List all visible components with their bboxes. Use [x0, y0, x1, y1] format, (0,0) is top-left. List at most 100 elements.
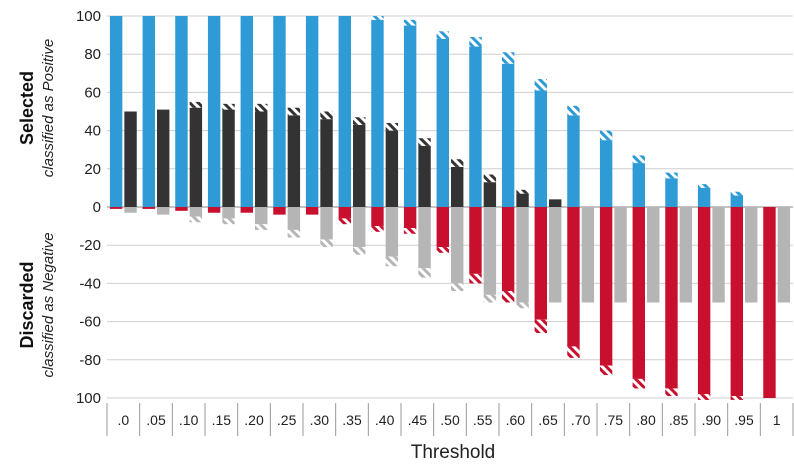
bar-discarded-red — [534, 207, 547, 320]
bar-selected-dark — [451, 166, 464, 207]
x-tick-label: .60 — [506, 412, 526, 428]
bar-discarded-gray-uncertainty — [222, 218, 235, 225]
bar-discarded-gray-uncertainty — [451, 283, 464, 292]
bar-selected-positive — [632, 163, 645, 207]
bar-selected-dark — [516, 193, 529, 207]
bar-discarded-red — [567, 207, 580, 347]
bar-discarded-red — [273, 207, 286, 215]
bar-selected-dark — [483, 182, 497, 207]
x-tick-label: .25 — [277, 412, 297, 428]
bar-discarded-red — [338, 207, 351, 219]
bar-selected-dark-uncertainty — [222, 103, 235, 110]
bar-discarded-gray — [157, 207, 170, 215]
bar-selected-positive — [109, 16, 123, 207]
bar-selected-dark-uncertainty — [255, 103, 268, 112]
bar-discarded-gray-uncertainty — [385, 256, 399, 267]
bar-discarded-gray — [777, 207, 791, 303]
x-tick-label: .10 — [179, 412, 199, 428]
bar-discarded-red — [109, 207, 123, 209]
bar-selected-positive — [697, 187, 711, 207]
bar-selected-dark-uncertainty — [353, 117, 366, 125]
x-tick-label: .0 — [117, 412, 129, 428]
bar-selected-dark — [320, 119, 333, 207]
bar-discarded-red — [632, 207, 645, 379]
x-tick-label: .35 — [342, 412, 362, 428]
bar-discarded-gray-uncertainty — [418, 268, 431, 278]
bar-selected-positive — [175, 16, 188, 207]
bar-discarded-red — [599, 207, 613, 366]
bar-discarded-red — [665, 207, 678, 389]
bar-selected-dark — [124, 111, 137, 207]
bar-discarded-red-uncertainty — [697, 394, 711, 400]
x-tick-label: .50 — [440, 412, 460, 428]
bar-discarded-red — [371, 207, 384, 227]
bar-selected-positive — [142, 16, 155, 207]
bar-selected-positive — [665, 178, 678, 207]
bar-selected-dark — [353, 124, 366, 207]
x-tick-label: .80 — [636, 412, 656, 428]
bar-selected-dark-uncertainty — [385, 122, 399, 131]
bar-selected-positive-uncertainty — [469, 37, 482, 47]
bar-discarded-gray-uncertainty — [516, 302, 529, 309]
bar-discarded-gray — [679, 207, 693, 303]
bar-discarded-gray — [320, 207, 333, 240]
bar-selected-positive — [534, 90, 547, 207]
bar-discarded-gray-uncertainty — [353, 247, 366, 255]
bar-selected-dark — [287, 115, 301, 207]
x-tick-label: .20 — [244, 412, 264, 428]
y-tick-label: 20 — [84, 161, 101, 178]
bar-discarded-red — [175, 207, 188, 211]
bar-selected-positive — [501, 63, 515, 207]
bar-discarded-gray — [287, 207, 301, 230]
bar-discarded-red — [142, 207, 155, 209]
bar-discarded-gray — [222, 207, 235, 219]
y-tick-labels: 100 80 60 40 20 0 -20 -40 -60 -80 100 — [76, 8, 101, 407]
y-tick-label: 40 — [84, 123, 101, 140]
bar-selected-dark-uncertainty — [418, 138, 431, 146]
bar-discarded-red — [763, 207, 776, 398]
bar-discarded-gray — [451, 207, 464, 284]
y-tick-label: -20 — [79, 237, 101, 254]
bar-selected-positive-uncertainty — [501, 52, 515, 64]
x-tick-label: .45 — [408, 412, 428, 428]
bar-selected-positive — [338, 16, 351, 207]
bar-discarded-red — [207, 207, 221, 213]
bar-selected-positive — [403, 25, 417, 207]
selected-axis-label: Selected classified as Positive — [17, 39, 57, 177]
selected-label: Selected — [17, 71, 37, 145]
bar-discarded-red-uncertainty — [599, 365, 613, 376]
y-tick-label: 80 — [84, 46, 101, 63]
bar-selected-dark — [222, 109, 235, 207]
x-tick-label: .90 — [702, 412, 722, 428]
x-tick-label: .75 — [604, 412, 624, 428]
bar-discarded-red-uncertainty — [501, 291, 515, 303]
y-tick-label: -40 — [79, 275, 101, 292]
bar-selected-positive — [599, 140, 613, 207]
bar-discarded-red — [403, 207, 417, 229]
bar-discarded-red-uncertainty — [730, 396, 743, 400]
bar-selected-positive-uncertainty — [599, 130, 613, 141]
bar-selected-positive — [436, 38, 449, 207]
x-tick-label: .05 — [146, 412, 166, 428]
bar-discarded-gray — [549, 207, 562, 303]
bar-discarded-red — [730, 207, 743, 397]
bar-discarded-gray — [614, 207, 627, 303]
bar-discarded-red — [501, 207, 515, 292]
x-tick-label: .55 — [473, 412, 493, 428]
bar-discarded-red-uncertainty — [338, 218, 351, 225]
bar-selected-positive — [305, 16, 319, 207]
bar-discarded-red-uncertainty — [632, 378, 645, 389]
x-axis-label: Threshold — [411, 442, 496, 463]
bar-discarded-gray — [124, 207, 137, 213]
y-tick-label: 100 — [76, 390, 101, 407]
bar-discarded-red-uncertainty — [371, 226, 384, 232]
bar-discarded-red-uncertainty — [403, 228, 417, 234]
bar-selected-positive-uncertainty — [697, 184, 711, 188]
bar-selected-positive-uncertainty — [567, 105, 580, 116]
y-tick-label: -80 — [79, 352, 101, 369]
bar-selected-positive — [207, 16, 221, 207]
bar-discarded-gray — [712, 207, 725, 303]
bar-discarded-red-uncertainty — [436, 247, 449, 253]
x-tick-labels: .0 .05 .10 .15 .20 .25 .30 .35 .40 .45 .50 .55 .60 .6… — [106, 403, 794, 436]
